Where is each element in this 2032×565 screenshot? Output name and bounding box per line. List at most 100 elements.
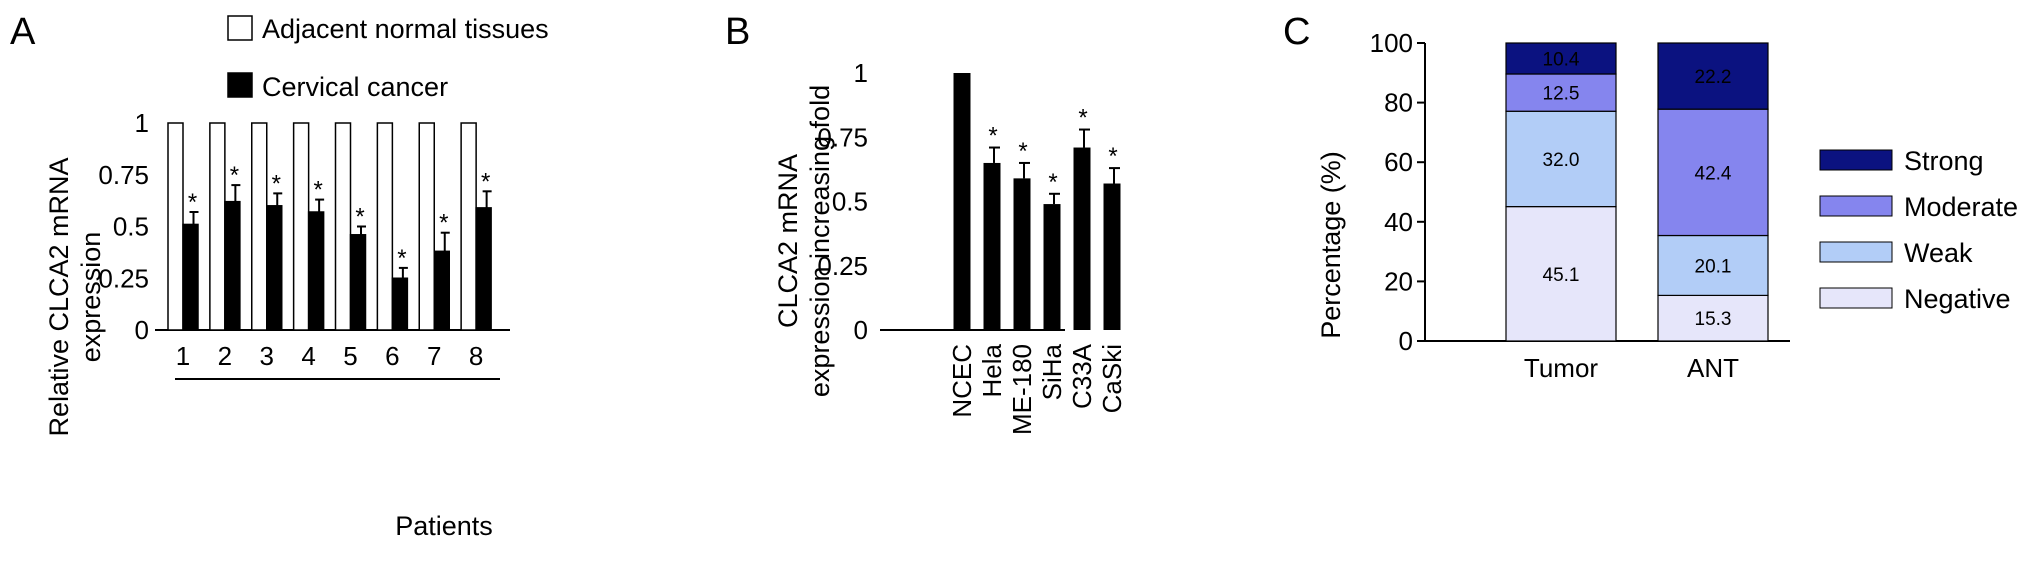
chart-c-legend: Strong Moderate Weak Negative [1819, 146, 2018, 314]
chart-a-xtick-label: 3 [260, 341, 274, 371]
stacked-segment-strong [1657, 42, 1769, 110]
bar-adjacent-normal [460, 122, 477, 331]
bar-adjacent-normal [167, 122, 184, 331]
chart-b-ytick-label: 0 [854, 315, 868, 345]
bar-cervical-cancer [475, 207, 492, 331]
significance-star: * [397, 245, 406, 272]
bar-adjacent-normal [251, 122, 268, 331]
chart-c-ytick-label: 0 [1399, 326, 1413, 356]
chart-b-ytick-label: 0.25 [817, 251, 868, 281]
bar-cervical-cancer [349, 234, 367, 331]
bar-adjacent-normal [376, 122, 394, 331]
bar-cervical-cancer [224, 200, 241, 331]
chart-a-ytick-label: 0.25 [98, 263, 149, 293]
chart-c-bars: 45.1 32.0 12.5 10.4 Tumor 15.3 20.1 42.4 22.2 ANT [1505, 42, 1769, 383]
chart-b-bars: NCEC * Hela * ME-180 * SiHa * C33A * CaSki [947, 73, 1127, 435]
chart-a-ytick-label: 0 [135, 315, 149, 345]
significance-star: * [1078, 105, 1087, 132]
chart-b-axes: 0 0.25 0.5 0.75 1 [817, 58, 1065, 345]
bar-cell-line [1073, 147, 1091, 330]
legend-label-negative: Negative [1904, 284, 2011, 314]
panel-letter-c: C [1283, 11, 1310, 53]
chart-b-xtick-label: Hela [977, 343, 1007, 397]
segment-value-label: 10.4 [1543, 49, 1580, 70]
chart-b-xtick-label: SiHa [1037, 343, 1067, 400]
stacked-segment-weak [1657, 234, 1769, 297]
chart-c-ytick-label: 60 [1384, 147, 1413, 177]
chart-a-ytick-label: 0.75 [98, 160, 149, 190]
significance-star: * [1048, 169, 1057, 196]
legend-swatch-weak [1819, 241, 1893, 263]
chart-a-legend: Adjacent normal tissues Cervical cancer [227, 14, 549, 102]
bar-cervical-cancer [182, 223, 199, 331]
significance-star: * [230, 162, 239, 189]
legend-swatch-negative [1819, 287, 1893, 309]
panel-letter-b: B [725, 11, 750, 53]
segment-value-label: 15.3 [1695, 309, 1732, 330]
stacked-segment-negative [1505, 206, 1617, 342]
bar-cervical-cancer [266, 205, 283, 331]
chart-c-xtick-label: ANT [1687, 353, 1739, 383]
segment-value-label: 12.5 [1543, 84, 1580, 105]
chart-a-ylabel: Relative CLCA2 mRNA expression [44, 157, 106, 436]
stacked-segment-weak [1505, 110, 1617, 208]
legend-swatch-cancer [227, 72, 253, 98]
significance-star: * [988, 123, 997, 150]
chart-a-ytick-label: 0.5 [113, 212, 149, 242]
segment-value-label: 32.0 [1543, 150, 1580, 171]
bar-cell-line [1103, 183, 1121, 330]
legend-swatch-moderate [1819, 195, 1893, 217]
chart-c-xtick-label: Tumor [1524, 353, 1598, 383]
segment-value-label: 22.2 [1695, 67, 1732, 88]
chart-c-ytick-label: 80 [1384, 88, 1413, 118]
chart-c-ytick-label: 20 [1384, 266, 1413, 296]
chart-a: Adjacent normal tissues Cervical cancer … [44, 14, 549, 541]
bar-adjacent-normal [292, 122, 310, 331]
significance-star: * [1018, 138, 1027, 165]
significance-star: * [439, 210, 448, 237]
bar-cell-line [953, 73, 971, 330]
panel-letter-a: A [10, 11, 36, 53]
significance-star: * [355, 204, 364, 231]
chart-b-ylabel-line2: expression increasing fold [805, 85, 835, 397]
chart-a-ylabel-line2: expression [76, 232, 106, 363]
stacked-segment-negative [1657, 294, 1769, 342]
chart-c-ytick-label: 40 [1384, 207, 1413, 237]
legend-swatch-strong [1819, 149, 1893, 171]
significance-star: * [481, 168, 490, 195]
legend-label-adjacent: Adjacent normal tissues [262, 14, 549, 44]
chart-a-xtick-label: 7 [427, 341, 441, 371]
significance-star: * [272, 170, 281, 197]
bar-cervical-cancer [391, 277, 409, 331]
chart-c-ytick-label: 100 [1370, 28, 1413, 58]
chart-a-ytick-label: 1 [135, 108, 149, 138]
legend-label-cancer: Cervical cancer [262, 72, 448, 102]
chart-b-xtick-label: CaSki [1097, 344, 1127, 413]
chart-b-xtick-label: C33A [1067, 343, 1097, 409]
bar-adjacent-normal [418, 122, 435, 331]
chart-a-xtick-label: 4 [301, 341, 315, 371]
stacked-segment-moderate [1657, 108, 1769, 237]
chart-a-xtick-label: 1 [176, 341, 190, 371]
significance-star: * [188, 189, 197, 216]
stacked-segment-moderate [1505, 73, 1617, 112]
legend-label-moderate: Moderate [1904, 192, 2018, 222]
chart-b-ylabel-line1: CLCA2 mRNA [773, 154, 803, 328]
chart-b-ylabel: CLCA2 mRNA expression increasing fold [773, 85, 835, 397]
chart-c-ylabel: Percentage (%) [1316, 151, 1346, 339]
chart-a-axes: 0 0.25 0.5 0.75 1 [98, 108, 510, 380]
legend-label-strong: Strong [1904, 146, 1984, 176]
chart-b: 0 0.25 0.5 0.75 1 NCEC * Hela * ME-180 * SiHa * C33A… [773, 58, 1127, 435]
legend-swatch-adjacent [227, 15, 253, 41]
chart-b-xtick-label: NCEC [947, 344, 977, 418]
significance-star: * [313, 177, 322, 204]
bar-adjacent-normal [209, 122, 226, 331]
chart-a-xtick-label: 6 [385, 341, 399, 371]
segment-value-label: 20.1 [1695, 256, 1732, 277]
legend-label-weak: Weak [1904, 238, 1973, 268]
chart-a-ylabel-line1: Relative CLCA2 mRNA [44, 157, 74, 436]
chart-a-xtick-label: 8 [469, 341, 483, 371]
bar-cell-line [1043, 204, 1061, 330]
chart-b-xtick-label: ME-180 [1007, 344, 1037, 435]
